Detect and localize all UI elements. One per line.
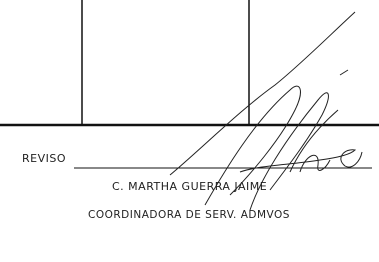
reviewer-name: C. MARTHA GUERRA JAIME: [112, 180, 267, 193]
form-lines: [0, 0, 379, 262]
reviewer-position: COORDINADORA DE SERV. ADMVOS: [88, 209, 290, 221]
reviewer-label: REVISO: [22, 152, 66, 165]
document-page: REVISO C. MARTHA GUERRA JAIME COORDINADO…: [0, 0, 379, 262]
